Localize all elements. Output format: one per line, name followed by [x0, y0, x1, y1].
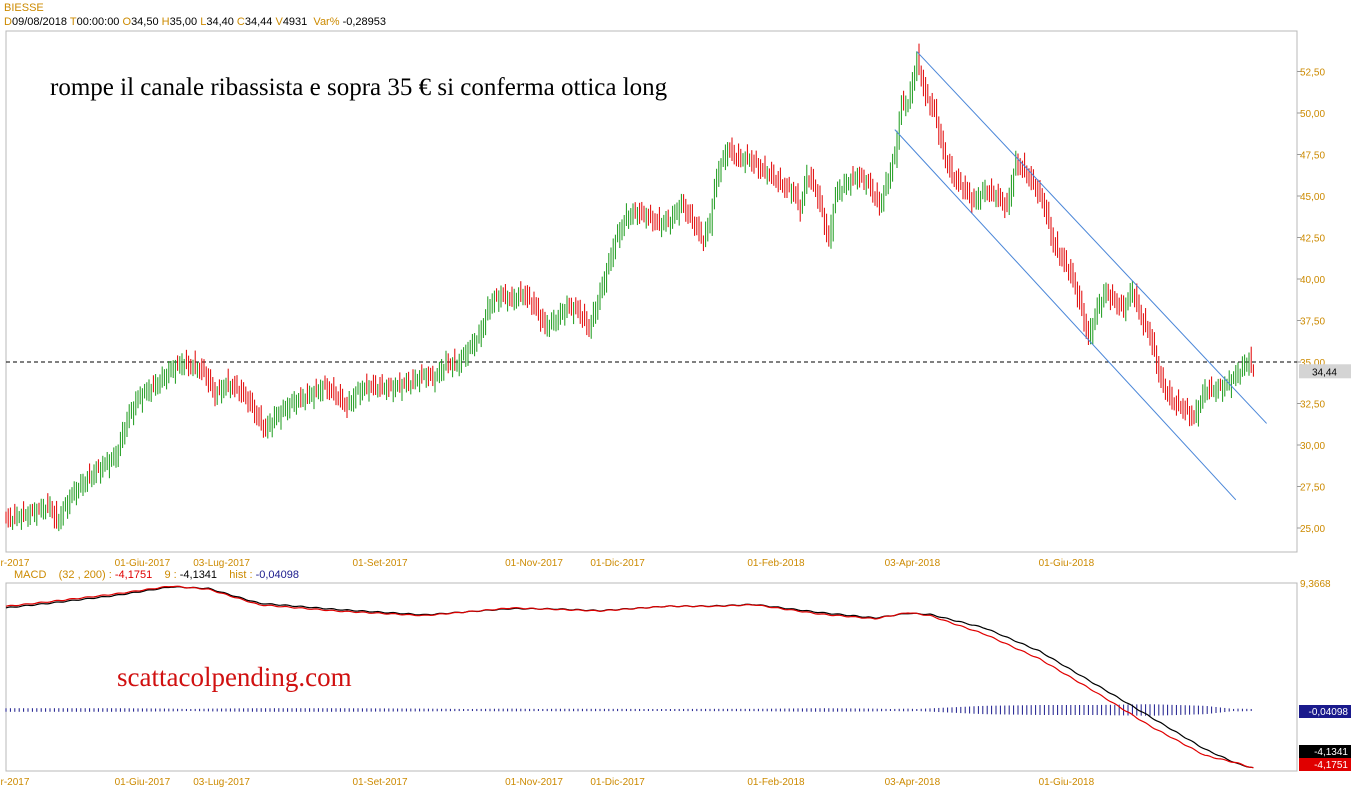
var-value: -0,28953 [342, 16, 387, 28]
ohlc-header: D09/08/2018 T00:00:00 O34,50 H35,00 L34,… [4, 16, 386, 28]
price-tick-label: 32,50 [1300, 400, 1325, 411]
macd-tick-label: 9,3668 [1300, 579, 1331, 590]
signal-value-badge [1299, 745, 1351, 758]
price-tick-label: 42,50 [1300, 234, 1325, 245]
macd-xtick-label: 01-Set-2017 [352, 777, 407, 788]
time-value: 00:00:00 [76, 16, 120, 28]
last-price-badge [1299, 364, 1351, 379]
symbol-title: BIESSE [4, 2, 44, 14]
low-value: 34,40 [206, 16, 234, 28]
watermark-text: scattacolpending.com [117, 662, 352, 692]
signal-value: -4,1341 [179, 569, 218, 581]
price-tick-label: 47,50 [1300, 151, 1325, 162]
hist-value: -0,04098 [255, 569, 300, 581]
macd-xtick-label: 01-Dic-2017 [590, 777, 645, 788]
macd-value-badge [1299, 758, 1351, 771]
macd-xtick-label: 01-Nov-2017 [505, 777, 563, 788]
var-label: Var% [313, 16, 340, 28]
price-panel-frame [5, 30, 1298, 553]
channel-upper-line [916, 51, 1267, 424]
date-label: D [4, 16, 12, 28]
price-tick-label: 27,50 [1300, 483, 1325, 494]
hist-label: hist : [229, 569, 253, 581]
price-tick-label: 50,00 [1300, 109, 1325, 120]
open-value: 34,50 [131, 16, 159, 28]
price-tick-label: 35,00 [1300, 358, 1325, 369]
macd-xtick-label: 01-Giu-2018 [1039, 777, 1095, 788]
macd-xtick-label: 03-Lug-2017 [193, 777, 250, 788]
price-xtick-label: 03-Lug-2017 [193, 558, 250, 569]
time-label: T [69, 16, 77, 28]
price-xtick-label: 03-Apr-2018 [885, 558, 941, 569]
price-xtick-label: 03-Apr-2017 [0, 558, 30, 569]
close-label: C [236, 16, 245, 28]
macd-header: MACD (32 , 200) : -4,1751 9 : -4,1341 hi… [14, 569, 299, 581]
price-tick-label: 45,00 [1300, 192, 1325, 203]
macd-xtick-label: 03-Apr-2017 [0, 777, 30, 788]
candles-group [5, 43, 1254, 532]
macd-xtick-label: 01-Feb-2018 [747, 777, 805, 788]
price-tick-label: 30,00 [1300, 441, 1325, 452]
high-label: H [161, 16, 170, 28]
volume-value: 4931 [282, 16, 308, 28]
price-tick-label: 25,00 [1300, 524, 1325, 535]
price-xtick-label: 01-Dic-2017 [590, 558, 645, 569]
high-value: 35,00 [169, 16, 198, 28]
macd-params: (32 , 200) : [58, 569, 112, 581]
price-tick-label: 37,50 [1300, 317, 1325, 328]
volume-label: V [275, 16, 283, 28]
price-tick-label: 52,50 [1300, 68, 1325, 79]
open-label: O [122, 16, 132, 28]
macd-value-badge-label: -4,1751 [1314, 760, 1348, 771]
macd-value: -4,1751 [114, 569, 153, 581]
macd-xtick-label: 03-Apr-2018 [885, 777, 941, 788]
annotation-text: rompe il canale ribassista e sopra 35 € … [50, 74, 668, 101]
price-xtick-label: 01-Giu-2017 [115, 558, 171, 569]
signal-value-badge-label: -4,1341 [1314, 747, 1348, 758]
last-price-label: 34,44 [1312, 367, 1337, 378]
hist-value-badge [1299, 705, 1351, 718]
macd-name: MACD [14, 569, 47, 581]
date-value: 09/08/2018 [11, 16, 68, 28]
hist-value-badge-label: -0,04098 [1309, 707, 1349, 718]
macd-panel-frame [5, 582, 1298, 772]
price-xtick-label: 01-Set-2017 [352, 558, 407, 569]
macd-line [5, 585, 1254, 769]
price-xtick-label: 01-Nov-2017 [505, 558, 563, 569]
price-tick-label: 40,00 [1300, 275, 1325, 286]
signal-label: 9 : [164, 569, 177, 581]
channel-lower-line [894, 129, 1237, 501]
macd-xtick-label: 01-Giu-2017 [115, 777, 171, 788]
close-value: 34,44 [244, 16, 273, 28]
price-xtick-label: 01-Feb-2018 [747, 558, 805, 569]
histogram-group [5, 704, 1252, 716]
low-label: L [200, 16, 207, 28]
price-xtick-label: 01-Giu-2018 [1039, 558, 1095, 569]
